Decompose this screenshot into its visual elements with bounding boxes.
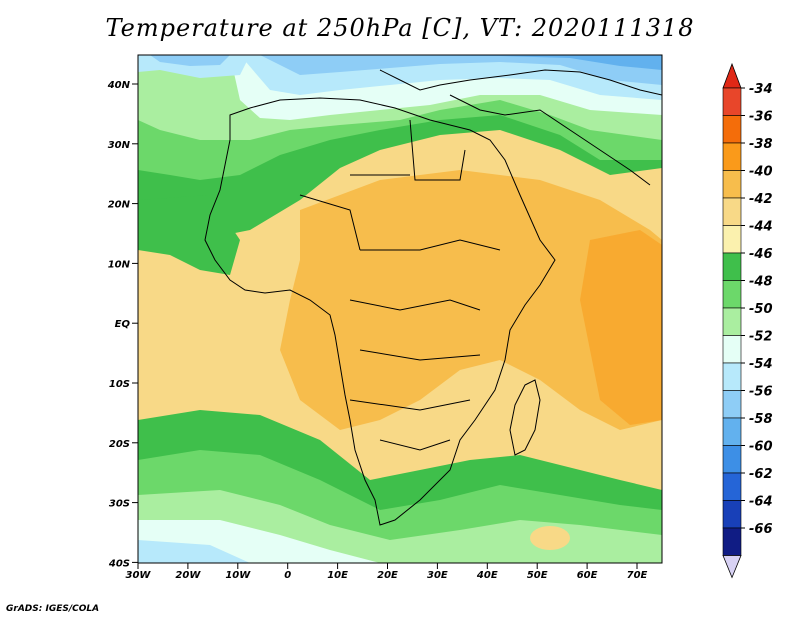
lon-label: 40E [476,570,498,581]
lon-label: 30W [126,570,152,581]
colorbar-segment [722,390,742,419]
lat-label: 20N [108,200,131,211]
colorbar-label: -44 [749,220,773,235]
colorbar-label: -60 [749,440,773,455]
colorbar-label: -56 [749,385,773,400]
colorbar-label: -50 [749,302,773,317]
credit-text: GrADS: IGES/COLA [6,604,100,614]
colorbar: -34 -36 -38 -40 -42 -44 -46 -48 -50 -52 -54 -56 -58 -… [722,62,773,579]
colorbar-segment [722,500,742,529]
colorbar-segment [722,362,742,391]
colorbar-bottom-arrow [722,555,742,579]
lon-label: 20W [175,570,201,581]
lat-label: 30S [109,499,130,510]
colorbar-segment [722,197,742,226]
colorbar-segment [722,225,742,254]
colorbar-label: -52 [749,330,773,345]
colorbar-segment [722,472,742,501]
lon-label: 20E [377,570,398,581]
colorbar-label: -42 [749,192,773,207]
lon-label: 30E [427,570,448,581]
colorbar-label: -62 [749,467,773,482]
colorbar-label: -48 [749,275,773,290]
lon-label: 10W [225,570,251,581]
colorbar-segment [722,445,742,474]
colorbar-segment [722,417,742,446]
lat-label: 40N [107,80,131,91]
colorbar-segment [722,252,742,281]
lat-label: 20S [109,439,130,450]
colorbar-label: -36 [749,110,773,125]
colorbar-label: -38 [749,137,773,152]
colorbar-label: -54 [749,357,773,372]
lat-label: 10N [108,259,131,270]
colorbar-label: -40 [749,165,773,180]
colorbar-label: -66 [749,522,773,537]
lat-label: 40S [108,558,130,569]
colorbar-label: -34 [749,82,773,97]
colorbar-segment [722,527,742,556]
colorbar-top-arrow [722,62,742,89]
colorbar-segment [722,170,742,199]
lat-label: 30N [108,140,131,151]
colorbar-label: -58 [749,412,773,427]
map-frame [137,54,663,564]
colorbar-segment [722,280,742,309]
colorbar-segment [722,142,742,171]
latitude-axis: 40N 30N 20N 10N EQ 10S 20S 30S 40S [107,80,138,569]
temperature-field [138,55,662,563]
lon-label: 10E [327,570,348,581]
colorbar-segment [722,115,742,144]
chart-title: Temperature at 250hPa [C], VT: 202011131… [105,14,695,42]
colorbar-segment [722,87,742,116]
lon-label: 0 [284,570,291,581]
lon-label: 50E [527,570,548,581]
colorbar-segment [722,307,742,336]
longitude-axis: 30W 20W 10W 0 10E 20E 30E 40E 50E 60E 70E [126,563,648,581]
coastlines [204,69,662,526]
lat-label: 10S [109,379,130,390]
lat-label: EQ [115,319,131,330]
colorbar-label: -64 [749,495,773,510]
lon-label: 70E [627,570,648,581]
colorbar-label: -46 [749,247,773,262]
colorbar-segment [722,335,742,364]
lon-label: 60E [577,570,598,581]
